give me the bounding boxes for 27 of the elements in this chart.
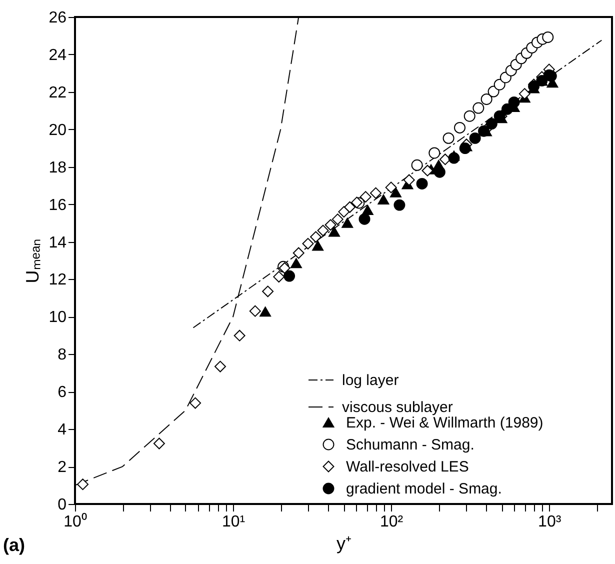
legend-label: log layer [342, 372, 399, 389]
x-axis-title: y⁺ [336, 534, 352, 554]
y-tick-label: 20 [48, 122, 67, 139]
y-tick-label: 22 [48, 84, 67, 102]
y-tick-label: 2 [58, 459, 67, 476]
y-axis-title: Uₘₑₐₙ [22, 238, 43, 284]
y-tick-label: 10 [48, 309, 67, 326]
y-tick-label: 14 [48, 234, 67, 252]
y-tick-label: 0 [58, 496, 67, 514]
y-tick-label: 8 [58, 346, 67, 364]
legend-label: Exp. - Wei & Willmarth (1989) [346, 414, 544, 432]
y-tick-label: 4 [58, 422, 67, 439]
legend-label: Schumann - Smag. [346, 436, 474, 454]
y-tick-label: 18 [48, 159, 67, 176]
text: (a) [3, 535, 26, 555]
legend-label: gradient model - Smag. [346, 480, 502, 498]
y-tick-label: 16 [48, 196, 67, 214]
legend-label: viscous sublayer [342, 399, 453, 416]
y-tick-label: 12 [48, 272, 67, 289]
legend-label: Wall-resolved LES [346, 458, 469, 476]
x-tick-label: 10³ [538, 514, 562, 530]
x-tick-label: 10¹ [222, 514, 246, 530]
y-tick-label: 24 [48, 46, 67, 64]
y-tick-label: 26 [48, 10, 67, 26]
x-tick-label: 10² [380, 514, 404, 530]
x-tick-label: 10⁰ [64, 512, 88, 530]
y-tick-label: 6 [58, 384, 67, 402]
